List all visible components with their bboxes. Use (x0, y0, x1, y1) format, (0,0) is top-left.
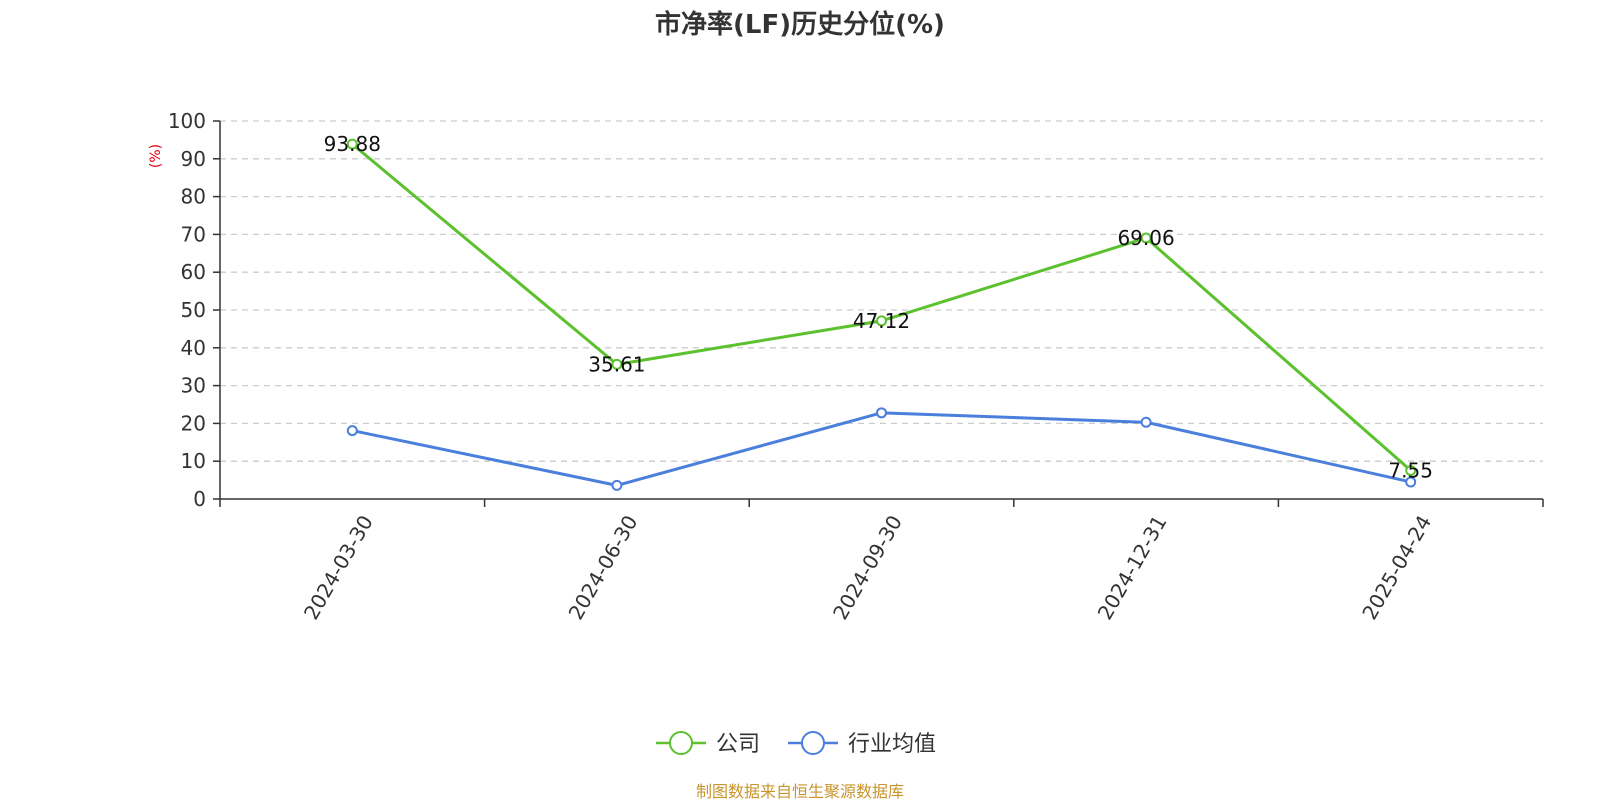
y-tick-label: 40 (181, 336, 206, 360)
y-tick-label: 20 (181, 411, 206, 435)
x-tick-label: 2025-04-24 (1357, 511, 1436, 624)
series-0 (346, 138, 1417, 476)
data-labels: 93.88 35.61 47.12 69.06 7.55 (324, 132, 1433, 482)
y-tick-label: 80 (181, 185, 206, 209)
legend-marker-icon (801, 731, 825, 755)
y-tick-label: 70 (181, 222, 206, 246)
x-tick-label: 2024-03-30 (299, 511, 378, 624)
data-point[interactable] (876, 407, 887, 419)
y-tick-label: 90 (181, 147, 206, 171)
y-tick-label: 50 (181, 298, 206, 322)
x-tick-label: 2024-09-30 (828, 511, 907, 624)
y-tick-label: 10 (181, 449, 206, 473)
series-line (351, 142, 1412, 472)
x-tick-label: 2024-06-30 (563, 511, 642, 624)
data-point[interactable] (1405, 476, 1417, 488)
data-label: 93.88 (324, 132, 381, 156)
legend-label: 行业均值 (848, 732, 936, 757)
axes: 0 10 20 30 40 50 60 70 80 90 100 2024-03-30 2024-06-… (168, 109, 1544, 624)
data-label: 69.06 (1117, 226, 1174, 250)
data-point[interactable] (876, 315, 887, 327)
data-point[interactable] (1140, 232, 1152, 244)
legend[interactable]: 公司 行业均值 (656, 731, 936, 757)
y-tick-label: 30 (181, 374, 206, 398)
data-label: 7.55 (1388, 458, 1433, 482)
data-point[interactable] (346, 138, 358, 150)
legend-item-1[interactable]: 行业均值 (788, 731, 936, 757)
series-lines (346, 138, 1417, 491)
data-label: 47.12 (853, 309, 910, 333)
data-point[interactable] (611, 358, 623, 370)
y-axis-unit-label: (%) (148, 144, 164, 168)
x-tick-label: 2024-12-31 (1093, 511, 1172, 624)
data-point[interactable] (611, 479, 623, 491)
data-point[interactable] (1140, 416, 1152, 428)
source-note: 制图数据来自恒生聚源数据库 (696, 782, 904, 800)
legend-label: 公司 (716, 732, 760, 757)
y-tick-label: 100 (168, 109, 206, 133)
chart-title: 市净率(LF)历史分位(%) (655, 9, 945, 40)
grid-lines (220, 120, 1543, 462)
legend-marker-icon (669, 731, 693, 755)
data-point[interactable] (346, 425, 358, 437)
legend-item-0[interactable]: 公司 (656, 731, 760, 757)
series-1 (346, 407, 1417, 491)
data-label: 35.61 (588, 352, 645, 376)
data-point[interactable] (1405, 464, 1417, 476)
y-tick-label: 60 (181, 260, 206, 284)
y-tick-label: 0 (193, 487, 206, 511)
